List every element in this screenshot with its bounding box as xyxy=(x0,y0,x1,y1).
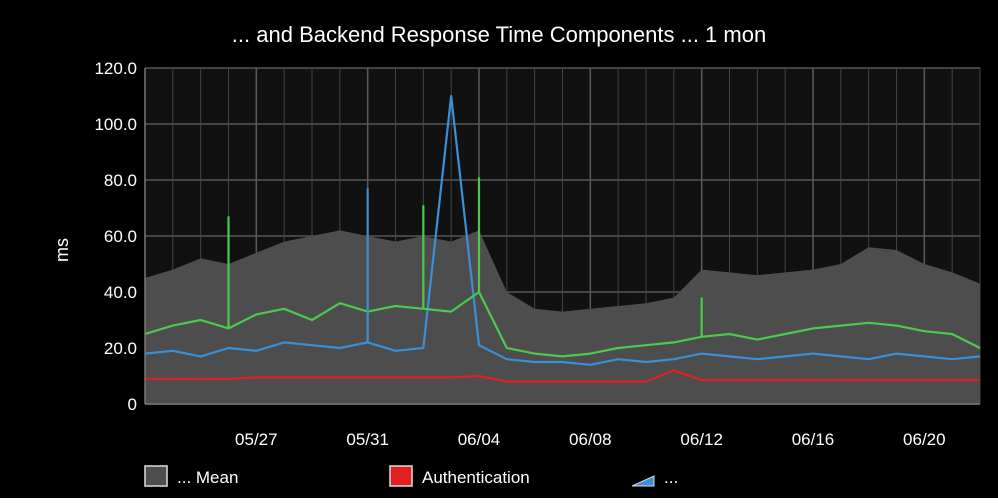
axes: 0 20.0 40.0 60.0 80.0 100.0 120.0 05/27 05/31 06/… xyxy=(94,59,980,449)
y-tick-label: 120.0 xyxy=(94,59,137,78)
x-tick-label: 06/04 xyxy=(458,430,501,449)
x-tick-label: 05/27 xyxy=(235,430,278,449)
y-tick-label: 0 xyxy=(128,395,137,414)
legend-swatch xyxy=(144,465,168,487)
y-tick-label: 60.0 xyxy=(104,227,137,246)
series-line-2 xyxy=(144,94,981,366)
y-tick-label: 100.0 xyxy=(94,115,137,134)
series-area-0 xyxy=(145,230,980,404)
series-line-1 xyxy=(145,369,980,383)
series-group xyxy=(144,94,981,404)
chart-title: ... and Backend Response Time Components… xyxy=(232,22,766,47)
series-line-3 xyxy=(144,290,981,358)
x-tick-label: 06/08 xyxy=(569,430,612,449)
x-tick-label: 06/16 xyxy=(792,430,835,449)
legend-swatch xyxy=(389,465,413,487)
legend-swatch xyxy=(631,475,655,487)
legend-label: Authentication xyxy=(422,468,530,487)
y-tick-label: 20.0 xyxy=(104,339,137,358)
legend-label: ... xyxy=(664,468,678,487)
x-tick-label: 05/31 xyxy=(346,430,389,449)
y-tick-label: 80.0 xyxy=(104,171,137,190)
x-tick-label: 06/12 xyxy=(680,430,723,449)
legend: ... Mean Authentication... xyxy=(144,465,678,487)
y-tick-label: 40.0 xyxy=(104,283,137,302)
x-tick-label: 06/20 xyxy=(903,430,946,449)
legend-label: ... Mean xyxy=(177,468,238,487)
y-axis-label: ms xyxy=(52,238,72,262)
